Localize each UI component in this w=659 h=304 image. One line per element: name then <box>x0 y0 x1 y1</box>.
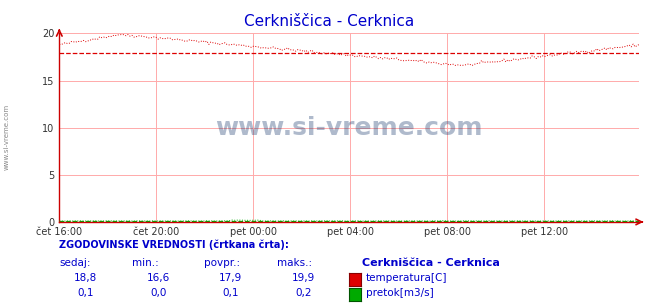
Text: Cerkniščica - Cerknica: Cerkniščica - Cerknica <box>244 14 415 29</box>
Text: sedaj:: sedaj: <box>59 258 91 268</box>
Text: 0,0: 0,0 <box>150 288 166 299</box>
Text: 17,9: 17,9 <box>219 273 243 283</box>
Text: pretok[m3/s]: pretok[m3/s] <box>366 288 434 298</box>
Text: 16,6: 16,6 <box>146 273 170 283</box>
Text: Cerkniščica - Cerknica: Cerkniščica - Cerknica <box>362 258 500 268</box>
Text: min.:: min.: <box>132 258 159 268</box>
Text: 18,8: 18,8 <box>74 273 98 283</box>
Text: 0,1: 0,1 <box>77 288 94 299</box>
Text: maks.:: maks.: <box>277 258 312 268</box>
Text: povpr.:: povpr.: <box>204 258 241 268</box>
Text: 0,1: 0,1 <box>222 288 239 299</box>
Text: 19,9: 19,9 <box>291 273 315 283</box>
Text: temperatura[C]: temperatura[C] <box>366 273 447 283</box>
Text: www.si-vreme.com: www.si-vreme.com <box>3 104 9 170</box>
Text: www.si-vreme.com: www.si-vreme.com <box>215 116 483 140</box>
Text: 0,2: 0,2 <box>295 288 312 299</box>
Text: ZGODOVINSKE VREDNOSTI (črtkana črta):: ZGODOVINSKE VREDNOSTI (črtkana črta): <box>59 239 289 250</box>
